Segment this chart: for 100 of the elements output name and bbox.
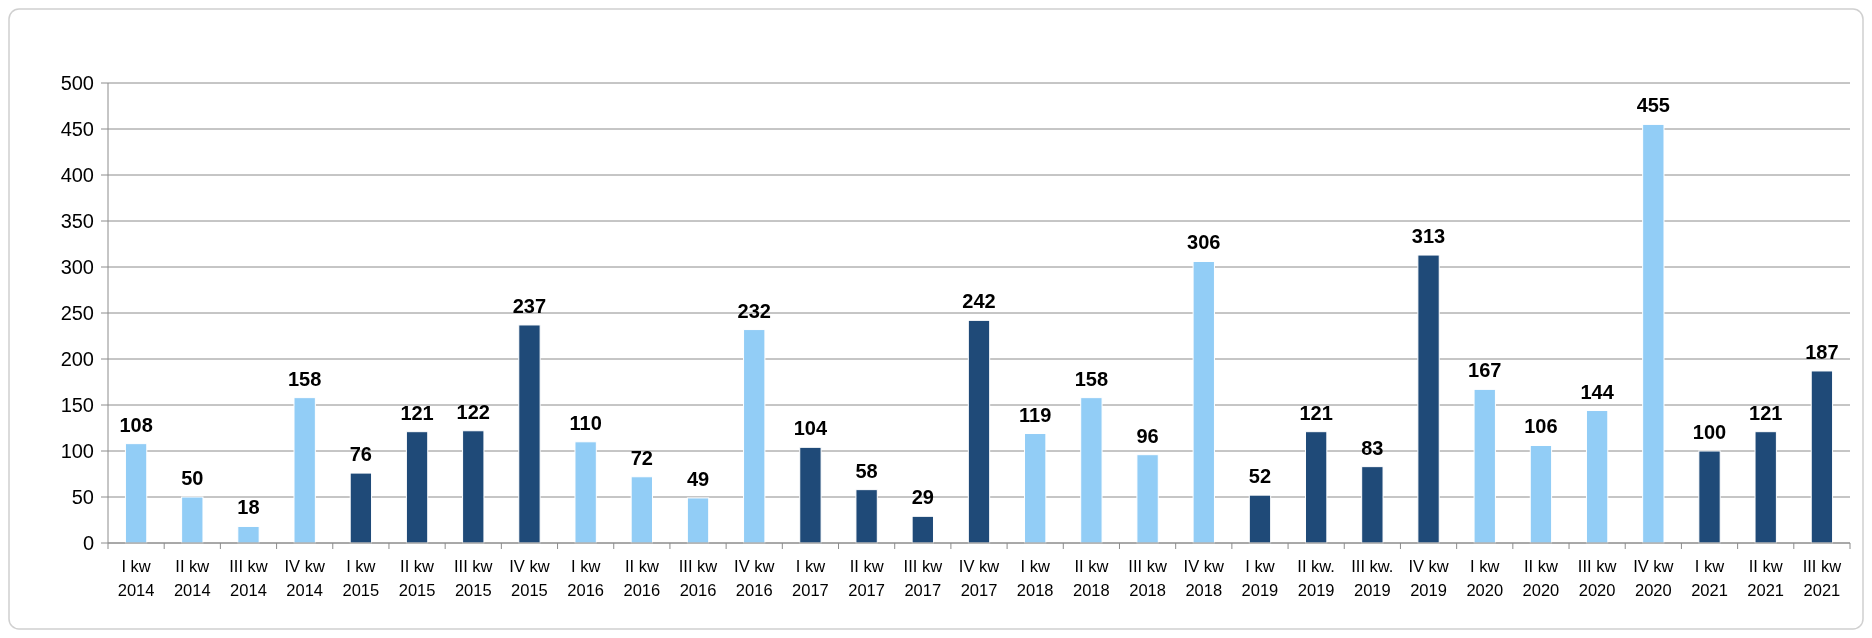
data-label: 122 — [456, 400, 490, 423]
data-label: 29 — [911, 486, 934, 509]
data-label: 121 — [400, 401, 434, 424]
data-label: 455 — [1636, 94, 1671, 117]
data-label: 306 — [1187, 231, 1221, 254]
data-label: 187 — [1805, 340, 1839, 363]
bar — [181, 496, 204, 544]
x-tick-label: IV kw 2014 — [284, 557, 325, 599]
bar — [630, 476, 654, 544]
x-tick-label: III kw 2017 — [903, 557, 943, 599]
x-tick-label: III kw 2020 — [1577, 557, 1617, 599]
data-label: 104 — [793, 417, 828, 440]
bar — [237, 525, 260, 544]
data-label: 83 — [1361, 436, 1384, 459]
x-tick-label: III kw 2018 — [1128, 557, 1167, 599]
bar — [518, 324, 541, 544]
data-label: 144 — [1580, 380, 1615, 403]
y-tick-label: 0 — [82, 532, 94, 554]
bar — [1585, 410, 1609, 544]
x-tick-label: III kw. 2019 — [1351, 557, 1394, 599]
bar — [462, 430, 485, 544]
bar — [405, 431, 429, 544]
data-label: 313 — [1411, 225, 1446, 248]
data-label: 108 — [119, 413, 153, 436]
bar — [1136, 454, 1159, 544]
data-label: 110 — [569, 411, 602, 434]
y-tick-label: 50 — [71, 486, 94, 508]
data-label: 18 — [237, 496, 260, 519]
x-tick-label: I kw 2015 — [342, 557, 380, 599]
bar — [1024, 433, 1047, 544]
data-label: 106 — [1524, 415, 1558, 438]
bar — [1080, 397, 1103, 544]
data-label: 232 — [737, 299, 771, 322]
x-tick-label: II kw 2017 — [848, 557, 885, 599]
bar — [574, 441, 597, 544]
bar — [1473, 388, 1496, 544]
x-tick-label: IV kw 2018 — [1183, 557, 1225, 599]
data-label: 76 — [349, 443, 372, 466]
x-tick-label: III kw 2015 — [454, 557, 493, 599]
y-tick-label: 400 — [60, 164, 94, 186]
y-tick-label: 450 — [60, 118, 94, 140]
bar — [799, 446, 822, 544]
y-tick-label: 350 — [60, 210, 94, 232]
y-tick-label: 500 — [60, 72, 94, 94]
x-tick-label: IV kw 2019 — [1408, 557, 1449, 599]
bar — [1698, 450, 1721, 544]
x-tick-label: IV kw 2017 — [958, 557, 1000, 599]
y-tick-label: 250 — [60, 302, 94, 324]
bar — [911, 515, 934, 544]
x-tick-label: III kw 2016 — [678, 557, 718, 599]
data-label: 158 — [287, 367, 322, 390]
y-tick-label: 200 — [60, 348, 94, 370]
bar — [1361, 466, 1384, 544]
x-tick-label: II kw 2014 — [173, 557, 211, 599]
bar — [293, 397, 316, 544]
bar — [686, 497, 710, 544]
x-tick-label: II kw. 2019 — [1297, 557, 1335, 599]
x-tick-label: III kw 2021 — [1802, 557, 1842, 599]
x-tick-label: II kw 2015 — [398, 557, 436, 599]
x-tick-label: I kw 2020 — [1466, 557, 1504, 599]
bar — [1810, 370, 1834, 544]
x-tick-label: I kw 2021 — [1691, 557, 1728, 599]
data-label: 119 — [1019, 403, 1052, 426]
data-label: 50 — [181, 467, 204, 489]
x-tick-label: II kw 2020 — [1522, 557, 1560, 599]
data-label: 100 — [1692, 421, 1727, 443]
y-tick-label: 100 — [60, 440, 94, 462]
x-tick-label: I kw 2014 — [117, 557, 155, 599]
data-label: 96 — [1136, 424, 1159, 447]
data-label: 237 — [512, 294, 547, 317]
data-label: 72 — [630, 446, 653, 469]
x-tick-label: IV kw 2015 — [509, 557, 550, 599]
x-tick-label: I kw 2019 — [1241, 557, 1279, 599]
data-label: 121 — [1749, 401, 1783, 424]
data-label: 58 — [855, 459, 878, 482]
bar — [124, 443, 148, 544]
data-label: 242 — [962, 290, 996, 313]
data-label: 167 — [1468, 359, 1502, 382]
bar — [855, 489, 878, 544]
bar — [743, 329, 766, 544]
x-tick-label: III kw 2014 — [229, 557, 268, 599]
bar — [1417, 254, 1440, 544]
bar — [1529, 444, 1553, 544]
data-label: 158 — [1074, 367, 1109, 390]
bar — [967, 319, 991, 544]
bar — [1192, 260, 1215, 544]
x-tick-label: IV kw 2016 — [734, 557, 775, 599]
y-tick-label: 300 — [60, 256, 94, 278]
y-tick-label: 150 — [60, 394, 94, 416]
x-tick-label: II kw 2021 — [1747, 557, 1785, 599]
data-label: 49 — [686, 467, 710, 490]
x-tick-label: I kw 2018 — [1016, 557, 1054, 599]
bar — [1304, 431, 1328, 544]
data-label: 121 — [1299, 401, 1333, 424]
data-label: 52 — [1248, 465, 1272, 488]
bar — [1642, 123, 1665, 544]
x-tick-label: IV kw 2020 — [1633, 557, 1674, 599]
x-tick-label: II kw 2016 — [623, 557, 661, 599]
x-tick-label: I kw 2017 — [792, 557, 829, 599]
x-tick-label: II kw 2018 — [1073, 557, 1110, 599]
